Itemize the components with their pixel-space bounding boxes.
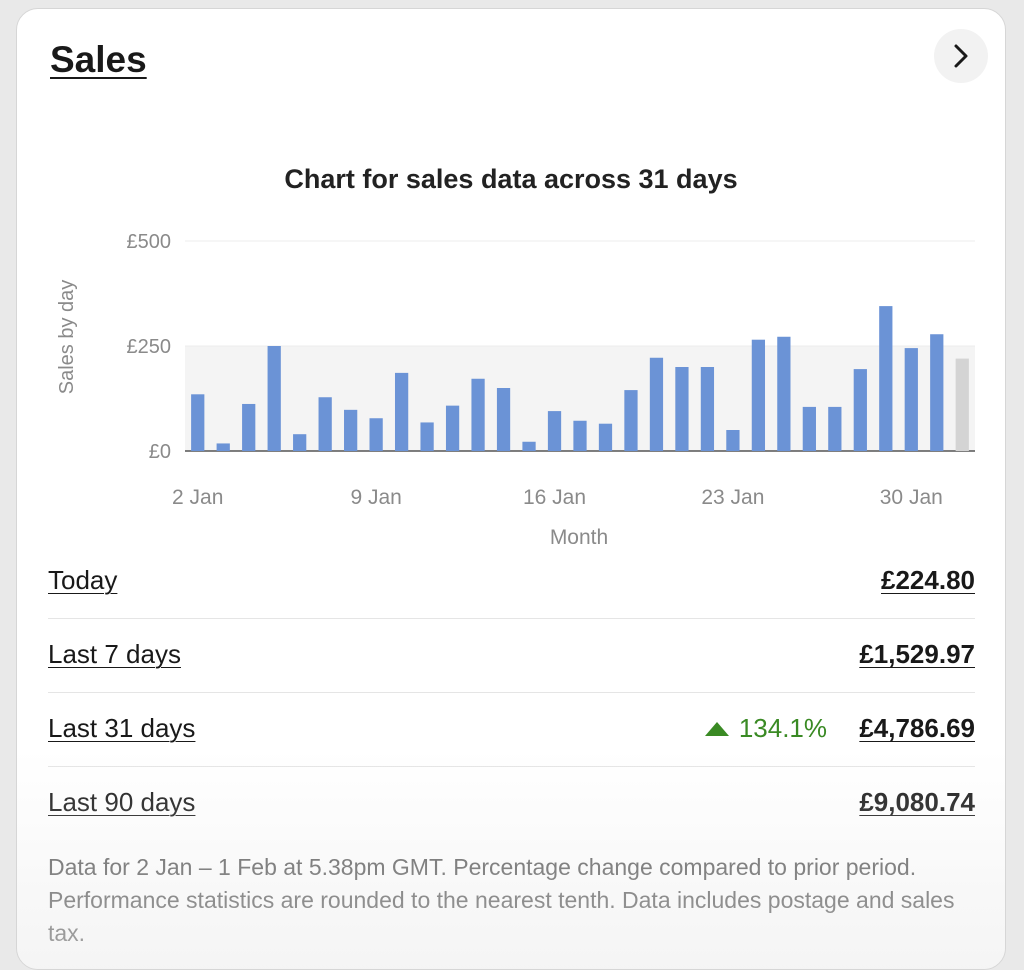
- chart-bar[interactable]: [828, 406, 842, 451]
- y-axis-label: Sales by day: [56, 280, 78, 395]
- chart-bar[interactable]: [547, 411, 562, 451]
- chart-bar[interactable]: [675, 367, 689, 451]
- stat-row-last-90-days: Last 90 days £9,080.74: [48, 767, 975, 840]
- sales-bar-chart: Chart for sales data across 31 days Sale…: [56, 164, 975, 549]
- sales-stats: Today £224.80 Last 7 days £1,529.97 Last…: [48, 545, 975, 840]
- change-percentage: 134.1%: [738, 713, 827, 743]
- chart-bar[interactable]: [930, 334, 944, 451]
- chart-bar[interactable]: [216, 443, 230, 451]
- x-tick-label: 30 Jan: [880, 486, 943, 509]
- y-tick-label: £0: [149, 441, 171, 463]
- y-axis-ticks: £0 £250 £500: [127, 231, 172, 463]
- chart-bar[interactable]: [369, 418, 383, 451]
- chart-bar[interactable]: [573, 420, 587, 451]
- chart-bar[interactable]: [853, 369, 867, 451]
- chart-bar[interactable]: [522, 441, 536, 451]
- stat-value-last-90-days[interactable]: £9,080.74: [859, 787, 975, 817]
- stat-row-last-7-days: Last 7 days £1,529.97: [48, 619, 975, 693]
- x-axis-ticks: 2 Jan 9 Jan 16 Jan 23 Jan 30 Jan: [172, 486, 943, 509]
- chart-bar[interactable]: [420, 422, 434, 451]
- x-tick-label: 16 Jan: [523, 486, 586, 509]
- chart-bar[interactable]: [445, 405, 460, 451]
- chart-bar[interactable]: [471, 378, 485, 451]
- chart-bar[interactable]: [242, 403, 256, 451]
- stat-label-last-90-days[interactable]: Last 90 days: [48, 787, 196, 817]
- stat-value-last-31-days[interactable]: £4,786.69: [859, 713, 975, 743]
- sales-card: Sales Chart for sales data across 31 day…: [16, 8, 1006, 970]
- stat-row-last-31-days: Last 31 days 134.1% £4,786.69: [48, 693, 975, 767]
- chart-title: Chart for sales data across 31 days: [284, 164, 737, 194]
- chart-bar[interactable]: [802, 406, 816, 451]
- chart-bar[interactable]: [267, 346, 281, 451]
- chart-bar[interactable]: [751, 339, 766, 451]
- data-footnote: Data for 2 Jan – 1 Feb at 5.38pm GMT. Pe…: [48, 854, 955, 946]
- chart-bar[interactable]: [879, 306, 893, 451]
- chart-bar[interactable]: [344, 409, 358, 451]
- chart-bar[interactable]: [318, 397, 332, 451]
- chart-bar[interactable]: [496, 388, 511, 451]
- chart-bar[interactable]: [191, 394, 205, 451]
- chart-bar[interactable]: [649, 357, 664, 451]
- chart-bar[interactable]: [700, 367, 715, 451]
- chart-bar[interactable]: [624, 390, 638, 451]
- x-tick-label: 2 Jan: [172, 486, 223, 509]
- x-axis-label: Month: [550, 526, 608, 549]
- chart-bar[interactable]: [726, 430, 740, 451]
- chart-bar[interactable]: [598, 423, 613, 451]
- chart-bar[interactable]: [904, 348, 918, 451]
- chevron-right-icon: [954, 44, 968, 68]
- y-tick-label: £500: [127, 231, 172, 253]
- stat-value-today[interactable]: £224.80: [881, 565, 975, 595]
- x-tick-label: 23 Jan: [701, 486, 764, 509]
- change-indicator: 134.1%: [704, 713, 827, 744]
- x-tick-label: 9 Jan: [350, 486, 401, 509]
- chart-bar[interactable]: [955, 358, 969, 451]
- stat-row-today: Today £224.80: [48, 545, 975, 619]
- stat-label-today[interactable]: Today: [48, 565, 118, 595]
- chart-bar[interactable]: [293, 434, 307, 451]
- sales-title-link[interactable]: Sales: [50, 39, 147, 80]
- y-tick-label: £250: [127, 336, 172, 358]
- chart-bar[interactable]: [777, 336, 791, 451]
- chart-bars: [191, 306, 969, 451]
- stat-value-last-7-days[interactable]: £1,529.97: [859, 639, 975, 669]
- stat-label-last-7-days[interactable]: Last 7 days: [48, 639, 181, 669]
- stat-label-last-31-days[interactable]: Last 31 days: [48, 713, 196, 743]
- sales-chart: Chart for sales data across 31 days Sale…: [17, 149, 1005, 569]
- open-sales-button[interactable]: [934, 29, 988, 83]
- triangle-up-icon: [704, 721, 729, 736]
- chart-bar[interactable]: [394, 372, 409, 451]
